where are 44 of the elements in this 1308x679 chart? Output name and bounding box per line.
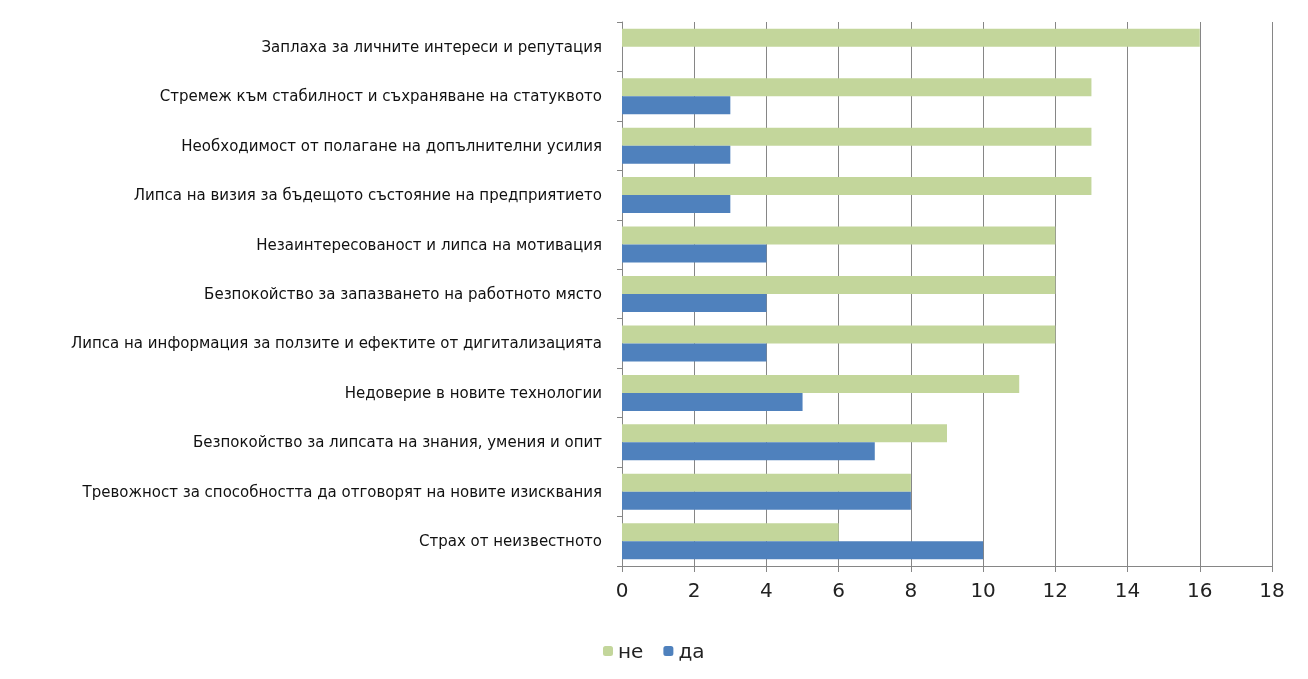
- bar: [622, 343, 767, 362]
- bar: [622, 78, 1092, 97]
- x-tick-label: 6: [832, 578, 846, 602]
- bar: [622, 491, 911, 510]
- y-tick-label: Незаинтересованост и липса на мотивация: [256, 235, 602, 254]
- x-tick-label: 14: [1114, 578, 1141, 602]
- x-tick-label: 18: [1259, 578, 1285, 602]
- bar: [622, 374, 1020, 393]
- x-tick-label: 0: [615, 578, 629, 602]
- y-tick-label: Заплаха за личните интереси и репутация: [261, 37, 602, 56]
- bar: [622, 523, 839, 542]
- y-tick-label: Безпокойство за запазването на работното място: [204, 285, 602, 303]
- x-tick-label: 4: [760, 578, 773, 602]
- bar: [622, 541, 984, 560]
- y-tick-label: Тревожност за способността да отговорят на новите изисквания: [81, 482, 602, 501]
- bar: [622, 276, 1056, 294]
- bar: [622, 294, 767, 312]
- y-tick-label: Липса на визия за бъдещото състояние на предприятието: [133, 186, 602, 205]
- bar: [622, 325, 1056, 344]
- x-tick-label: 8: [904, 578, 918, 602]
- x-tick-label: 10: [970, 578, 996, 602]
- x-tick-label: 16: [1187, 578, 1213, 602]
- y-tick-label: Безпокойство за липсата на знания, умения и опит: [192, 433, 603, 452]
- bar: [622, 28, 1200, 47]
- bar: [622, 244, 767, 263]
- bar: [622, 392, 803, 411]
- bar: [622, 177, 1092, 196]
- y-tick-label: Стремеж към стабилност и съхраняване на статуквото: [159, 87, 602, 106]
- bar: [622, 473, 911, 492]
- y-tick-label: Недоверие в новите технологии: [344, 383, 602, 402]
- bar: [622, 226, 1056, 245]
- x-tick-label: 12: [1042, 578, 1069, 602]
- x-tick-label: 2: [687, 578, 701, 602]
- y-tick-label: Липса на информация за ползите и ефектите от дигитализацията: [71, 334, 602, 353]
- y-tick-label: Страх от неизвестното: [419, 532, 602, 551]
- bar: [622, 424, 947, 443]
- legend-label: да: [678, 639, 705, 663]
- y-tick-label: Необходимост от полагане на допълнителни усилия: [181, 136, 602, 155]
- bar: [622, 442, 875, 461]
- bar: [622, 96, 731, 115]
- bar: [622, 195, 731, 214]
- legend-label: не: [618, 639, 644, 663]
- bar: [622, 127, 1092, 146]
- bar: [622, 145, 731, 164]
